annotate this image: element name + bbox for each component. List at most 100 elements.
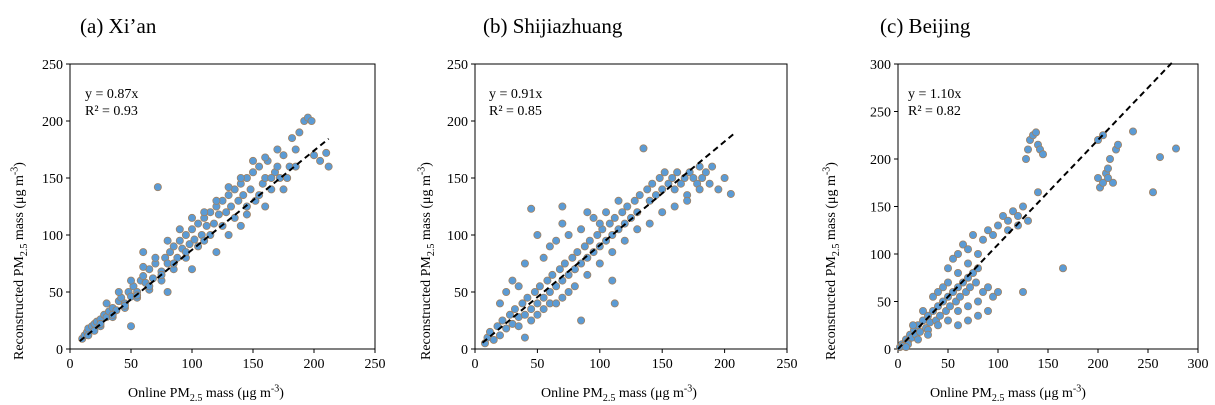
data-point <box>273 145 282 154</box>
data-point <box>1018 287 1027 296</box>
data-point <box>533 310 542 319</box>
data-point <box>1108 178 1117 187</box>
data-point <box>648 179 657 188</box>
data-point <box>307 117 316 126</box>
data-point <box>283 173 292 182</box>
data-point <box>224 230 233 239</box>
data-point <box>936 311 945 320</box>
x-tick-label: 200 <box>714 357 735 372</box>
data-point <box>291 145 300 154</box>
data-point <box>655 173 664 182</box>
data-point <box>608 248 617 257</box>
data-point <box>593 230 602 239</box>
data-point <box>1155 153 1164 162</box>
data-point <box>983 226 992 235</box>
data-point <box>533 230 542 239</box>
data-point <box>151 253 160 262</box>
data-point <box>963 316 972 325</box>
y-axis-label: Reconstructed PM2.5 mass (μg m-3) <box>9 162 30 360</box>
data-point <box>670 202 679 211</box>
data-point <box>510 305 519 314</box>
data-point <box>255 162 264 171</box>
fit-line <box>481 132 736 344</box>
data-point <box>1103 173 1112 182</box>
data-point <box>914 335 923 344</box>
data-point <box>978 287 987 296</box>
data-point <box>1031 128 1040 137</box>
data-point <box>535 282 544 291</box>
x-tick-label: 150 <box>652 357 673 372</box>
data-point <box>214 210 223 219</box>
data-point <box>973 249 982 258</box>
data-point <box>963 259 972 268</box>
data-point <box>545 242 554 251</box>
data-point <box>187 225 196 234</box>
data-point <box>242 210 251 219</box>
data-point <box>552 299 561 308</box>
data-point <box>1128 127 1137 136</box>
data-point <box>127 322 136 331</box>
y-tick-label: 0 <box>461 343 468 358</box>
data-point <box>1018 202 1027 211</box>
data-point <box>527 305 536 314</box>
data-point <box>676 179 685 188</box>
data-point <box>222 208 231 217</box>
data-point <box>163 287 172 296</box>
data-point <box>552 236 561 245</box>
panel-xian: (a) Xi’an 0 50 100 150 200 250 0 50 100 150 200 250… <box>0 0 400 405</box>
data-point <box>589 213 598 222</box>
data-point <box>564 230 573 239</box>
data-point <box>530 287 539 296</box>
x-tick-label: 150 <box>243 357 264 372</box>
x-tick-label: 250 <box>777 357 798 372</box>
data-point <box>163 236 172 245</box>
data-point <box>714 185 723 194</box>
data-point <box>545 287 554 296</box>
data-point <box>639 144 648 153</box>
data-point <box>236 221 245 230</box>
data-point <box>127 276 136 285</box>
regression-equation: y = 0.87x R² = 0.93 <box>85 86 138 120</box>
data-point <box>643 185 652 194</box>
data-point <box>520 259 529 268</box>
data-point <box>527 204 536 213</box>
data-point <box>227 202 236 211</box>
data-point <box>288 134 297 143</box>
data-point <box>610 299 619 308</box>
y-tick-label: 200 <box>447 115 468 130</box>
data-point <box>660 168 669 177</box>
regression-equation: y = 1.10x R² = 0.82 <box>908 86 961 120</box>
data-point <box>610 213 619 222</box>
data-point <box>267 173 276 182</box>
y-tick-label: 250 <box>447 58 468 73</box>
data-point <box>175 225 184 234</box>
x-axis-label: Online PM2.5 mass (μg m-3) <box>541 383 697 404</box>
data-point <box>1013 221 1022 230</box>
data-point <box>945 302 954 311</box>
x-tick-label: 200 <box>1088 357 1109 372</box>
data-point <box>645 219 654 228</box>
x-axis-label: Online PM2.5 mass (μg m-3) <box>128 383 284 404</box>
data-point <box>181 230 190 239</box>
data-point <box>1103 164 1112 173</box>
data-point <box>1148 188 1157 197</box>
data-point <box>963 245 972 254</box>
data-point <box>1008 207 1017 216</box>
data-point <box>570 282 579 291</box>
y-tick-label: 50 <box>877 296 891 311</box>
data-point <box>202 221 211 230</box>
data-point <box>248 156 257 165</box>
data-point <box>548 270 557 279</box>
data-point <box>919 306 928 315</box>
data-point <box>993 287 1002 296</box>
data-point <box>953 306 962 315</box>
data-point <box>668 173 677 182</box>
data-point <box>1003 216 1012 225</box>
data-point <box>187 213 196 222</box>
data-point <box>968 230 977 239</box>
y-axis-label: Reconstructed PM2.5 mass (μg m-3) <box>416 162 437 360</box>
data-point <box>1098 178 1107 187</box>
y-tick-label: 150 <box>870 201 891 216</box>
x-tick-label: 50 <box>124 357 138 372</box>
data-point <box>102 299 111 308</box>
